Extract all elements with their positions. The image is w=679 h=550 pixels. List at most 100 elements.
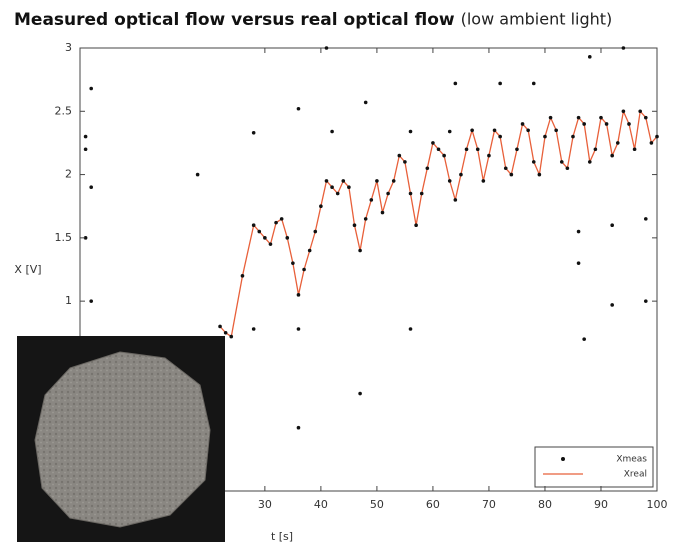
data-point: [459, 172, 463, 177]
data-point: [89, 185, 94, 190]
x-tick-label: 100: [647, 498, 668, 511]
data-point: [83, 134, 88, 139]
data-point: [576, 261, 581, 265]
data-point: [515, 147, 519, 152]
data-point: [397, 153, 402, 158]
data-point: [296, 106, 301, 111]
data-point: [268, 242, 273, 246]
data-point: [251, 131, 256, 135]
data-point: [475, 147, 480, 152]
data-point: [391, 179, 396, 183]
data-point: [341, 179, 346, 183]
x-tick-label: 50: [370, 498, 384, 511]
data-point: [610, 303, 614, 307]
data-point: [330, 129, 334, 134]
data-point: [503, 166, 508, 171]
data-point: [621, 46, 626, 50]
data-point: [599, 115, 603, 120]
data-point: [240, 274, 245, 278]
data-point: [83, 236, 88, 240]
data-point: [593, 147, 598, 152]
plot-frame: [79, 47, 658, 492]
data-point: [582, 337, 586, 341]
data-line: [219, 109, 658, 338]
data-point: [571, 134, 575, 139]
data-point: [319, 204, 323, 209]
legend-symbol: [561, 457, 565, 461]
data-point: [285, 236, 290, 240]
data-point: [447, 179, 452, 183]
data-point: [251, 327, 256, 331]
data-point: [531, 81, 536, 86]
data-point: [565, 166, 570, 171]
data-point: [587, 55, 592, 59]
data-point: [447, 129, 452, 134]
data-point: [358, 391, 362, 396]
x-tick-label: 70: [482, 498, 496, 511]
chart-subtitle: (low ambient light): [461, 10, 613, 29]
inset-image: [17, 336, 225, 542]
legend-box: [534, 446, 654, 488]
data-point: [632, 147, 637, 152]
data-point: [554, 128, 558, 133]
data-point: [352, 223, 357, 227]
data-point: [442, 153, 446, 158]
chart-title: Measured optical flow versus real optica…: [14, 10, 455, 30]
data-point: [604, 122, 609, 126]
data-point: [643, 299, 648, 303]
legend: Xmeas Xreal: [534, 446, 654, 488]
data-point: [335, 191, 340, 196]
x-tick-label: 40: [314, 498, 328, 511]
y-tick-label: 2.5: [55, 104, 73, 117]
data-point: [218, 324, 222, 329]
data-point: [347, 185, 351, 190]
data-point: [403, 160, 407, 164]
data-point: [375, 179, 379, 183]
data-point: [638, 109, 642, 114]
data-point: [431, 141, 435, 145]
x-tick-label: 80: [538, 498, 552, 511]
data-point: [621, 109, 626, 114]
x-tick-label: 90: [594, 498, 608, 511]
data-point: [279, 217, 284, 221]
data-point: [296, 425, 301, 430]
inset-asteroid: [34, 351, 211, 528]
data-point: [548, 115, 553, 120]
data-point: [498, 81, 502, 86]
data-point: [543, 134, 547, 139]
data-point: [263, 236, 267, 240]
data-point: [610, 153, 614, 158]
data-point: [251, 223, 256, 227]
data-point: [520, 122, 525, 126]
data-point: [369, 198, 374, 202]
data-point: [291, 261, 295, 265]
data-point: [313, 229, 318, 234]
data-point: [363, 217, 368, 221]
data-point: [537, 172, 542, 177]
data-point: [408, 327, 413, 331]
x-tick-label: 30: [258, 498, 272, 511]
data-point: [464, 147, 469, 152]
legend-label: Xmeas: [616, 455, 647, 465]
y-tick-label: 1.5: [55, 231, 73, 244]
x-axis-label: t [s]: [271, 530, 293, 543]
data-point: [643, 115, 648, 120]
data-point: [302, 267, 306, 272]
data-point: [274, 220, 278, 225]
data-point: [324, 179, 329, 183]
data-point: [324, 46, 329, 50]
data-point: [419, 191, 424, 196]
data-point: [643, 217, 648, 221]
data-point: [470, 128, 474, 133]
y-tick-label: 3: [65, 41, 72, 54]
data-point: [307, 248, 312, 253]
data-point: [492, 128, 497, 133]
data-point: [229, 334, 234, 339]
data-point: [296, 293, 301, 297]
data-point: [330, 185, 334, 190]
data-point: [425, 166, 430, 171]
data-point: [481, 179, 486, 183]
data-point: [487, 153, 491, 158]
